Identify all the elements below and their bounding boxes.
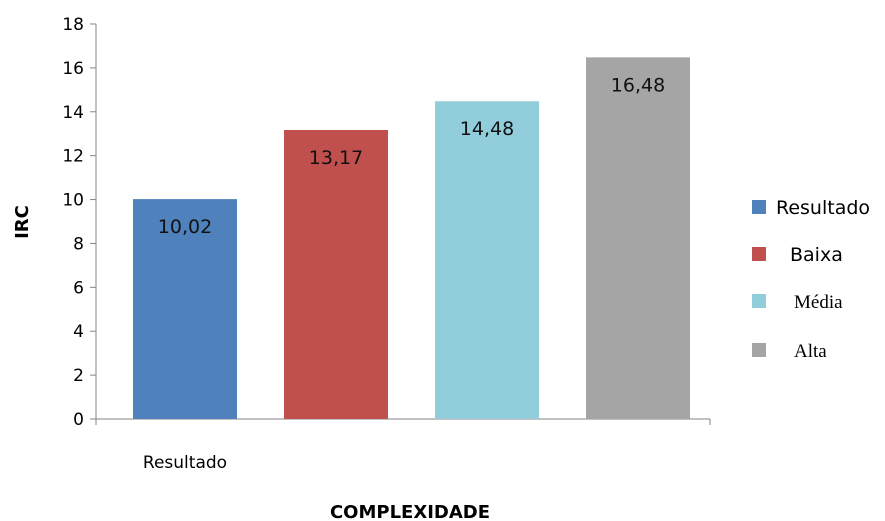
bar-baixa <box>284 129 388 419</box>
y-tick-label: 18 <box>62 15 84 35</box>
legend-label: Média <box>794 292 843 313</box>
legend-swatch <box>752 247 766 261</box>
bar-alta <box>586 57 690 419</box>
y-tick-label: 12 <box>62 147 84 167</box>
legend-swatch <box>752 343 766 357</box>
data-label: 14,48 <box>460 118 514 140</box>
legend-swatch <box>752 294 766 308</box>
legend-label: Baixa <box>790 244 843 266</box>
y-axis-title: IRC <box>12 205 33 239</box>
y-tick-label: 6 <box>73 278 84 298</box>
legend-label: Resultado <box>776 197 870 219</box>
data-label: 16,48 <box>611 74 665 96</box>
y-tick-label: 8 <box>73 234 84 254</box>
y-tick-label: 0 <box>73 410 84 430</box>
y-tick-label: 14 <box>62 103 84 123</box>
bar-resultado <box>133 199 237 419</box>
x-category-label: Resultado <box>143 453 227 473</box>
legend-swatch <box>752 200 766 214</box>
y-axis: 0 2 4 6 8 10 12 14 16 18 <box>62 15 711 430</box>
x-axis-title: COMPLEXIDADE <box>330 502 490 521</box>
y-tick-label: 10 <box>62 191 84 211</box>
bars: 10,02 13,17 14,48 16,48 <box>133 57 690 419</box>
bar-m-dia <box>435 101 539 419</box>
data-label: 13,17 <box>309 147 363 169</box>
y-tick-label: 4 <box>73 322 84 342</box>
y-tick-label: 16 <box>62 59 84 79</box>
y-tick-label: 2 <box>73 366 84 386</box>
data-label: 10,02 <box>158 216 212 238</box>
legend-label: Alta <box>794 341 827 362</box>
legend: Resultado Baixa Média Alta <box>752 197 870 362</box>
